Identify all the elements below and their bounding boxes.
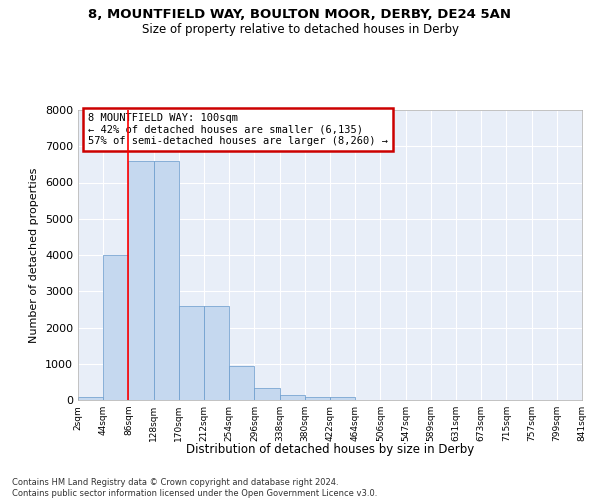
Bar (305, 398, 330, 400)
Bar (330, 398, 355, 400)
Bar (78, 398, 103, 400)
Bar (254, 388, 280, 400)
Bar (280, 396, 305, 400)
Bar (128, 161, 154, 400)
Bar (179, 306, 204, 400)
Bar (103, 255, 128, 400)
Text: 8, MOUNTFIELD WAY, BOULTON MOOR, DERBY, DE24 5AN: 8, MOUNTFIELD WAY, BOULTON MOOR, DERBY, … (89, 8, 511, 20)
Text: Size of property relative to detached houses in Derby: Size of property relative to detached ho… (142, 22, 458, 36)
Text: Distribution of detached houses by size in Derby: Distribution of detached houses by size … (186, 442, 474, 456)
Text: Contains HM Land Registry data © Crown copyright and database right 2024.
Contai: Contains HM Land Registry data © Crown c… (12, 478, 377, 498)
Text: 8 MOUNTFIELD WAY: 100sqm
← 42% of detached houses are smaller (6,135)
57% of sem: 8 MOUNTFIELD WAY: 100sqm ← 42% of detach… (88, 113, 388, 146)
Y-axis label: Number of detached properties: Number of detached properties (29, 168, 40, 342)
Bar (204, 306, 229, 400)
Bar (154, 161, 179, 400)
Bar (229, 366, 254, 400)
